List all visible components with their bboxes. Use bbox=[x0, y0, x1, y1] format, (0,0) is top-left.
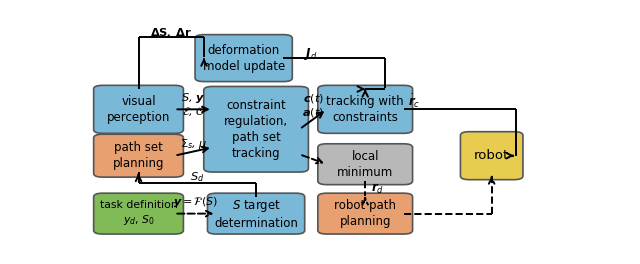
FancyBboxPatch shape bbox=[93, 134, 184, 177]
FancyBboxPatch shape bbox=[318, 85, 413, 133]
Text: $\mathcal{E}$, $\mathcal{O}$: $\mathcal{E}$, $\mathcal{O}$ bbox=[182, 105, 205, 118]
Text: deformation
model update: deformation model update bbox=[202, 44, 285, 73]
FancyBboxPatch shape bbox=[195, 35, 292, 82]
Text: $\mathbf{\Delta S}$, $\mathbf{\Delta r}$: $\mathbf{\Delta S}$, $\mathbf{\Delta r}$ bbox=[150, 26, 192, 40]
Text: robot path
planning: robot path planning bbox=[334, 199, 396, 228]
Text: $S$, $\boldsymbol{y}$: $S$, $\boldsymbol{y}$ bbox=[182, 91, 205, 105]
Text: $\Sigma_s$, $\mu$: $\Sigma_s$, $\mu$ bbox=[180, 137, 207, 151]
Text: path set
planning: path set planning bbox=[113, 141, 164, 170]
Text: robot: robot bbox=[474, 149, 509, 162]
FancyBboxPatch shape bbox=[93, 193, 184, 234]
Text: task definition
$\boldsymbol{y_d}$, $S_0$: task definition $\boldsymbol{y_d}$, $S_0… bbox=[100, 200, 177, 227]
Text: $S_d$: $S_d$ bbox=[190, 171, 204, 184]
Text: $\boldsymbol{y} = \mathcal{F}(S)$: $\boldsymbol{y} = \mathcal{F}(S)$ bbox=[173, 195, 218, 209]
FancyBboxPatch shape bbox=[460, 132, 523, 180]
Text: constraint
regulation,
path set
tracking: constraint regulation, path set tracking bbox=[224, 99, 288, 160]
Text: $\boldsymbol{a}(t)$: $\boldsymbol{a}(t)$ bbox=[302, 106, 324, 119]
FancyBboxPatch shape bbox=[93, 85, 184, 133]
Text: $\dot{\boldsymbol{r}}_c$: $\dot{\boldsymbol{r}}_c$ bbox=[408, 93, 420, 110]
Text: local
minimum: local minimum bbox=[337, 150, 394, 179]
Text: tracking with
constraints: tracking with constraints bbox=[326, 95, 404, 124]
FancyBboxPatch shape bbox=[318, 144, 413, 185]
FancyBboxPatch shape bbox=[204, 87, 308, 172]
Text: $\boldsymbol{c}(t)$: $\boldsymbol{c}(t)$ bbox=[303, 92, 324, 105]
Text: $\boldsymbol{r}_d$: $\boldsymbol{r}_d$ bbox=[371, 182, 384, 196]
FancyBboxPatch shape bbox=[318, 193, 413, 234]
FancyBboxPatch shape bbox=[207, 193, 305, 234]
Text: $S$ target
determination: $S$ target determination bbox=[214, 198, 298, 230]
Text: $\boldsymbol{J}_d$: $\boldsymbol{J}_d$ bbox=[304, 46, 317, 62]
Text: visual
perception: visual perception bbox=[107, 95, 170, 124]
